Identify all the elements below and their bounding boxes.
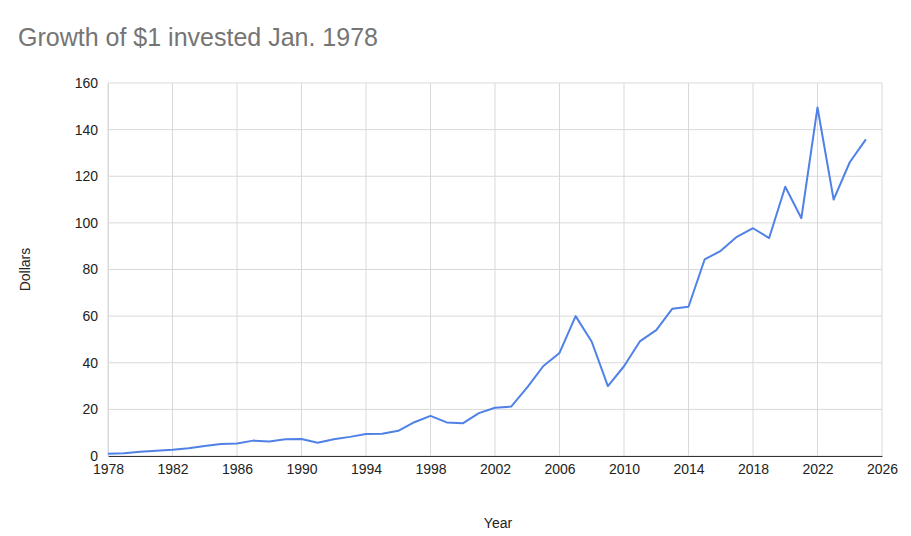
grid-line-x (688, 83, 689, 456)
x-tick: 1990 (286, 456, 317, 477)
x-tick-label: 2006 (544, 461, 575, 477)
y-tick-label: 120 (75, 168, 99, 184)
grid-line-x (430, 83, 431, 456)
grid-line-x (172, 83, 173, 456)
y-tick: 120 (75, 168, 108, 184)
grid-line-x (108, 83, 109, 456)
grid-line-x (366, 83, 367, 456)
x-tick-label: 1998 (415, 461, 446, 477)
y-tick-label: 40 (82, 355, 98, 371)
y-tick-label: 100 (75, 215, 99, 231)
x-tick: 1998 (415, 456, 446, 477)
x-tick-label: 1994 (351, 461, 382, 477)
y-tick-label: 140 (75, 122, 99, 138)
x-tick-label: 1986 (222, 461, 253, 477)
x-tick-label: 2022 (802, 461, 833, 477)
x-tick: 2022 (802, 456, 833, 477)
x-axis: 1978198219861990199419982002200620102014… (93, 456, 898, 477)
y-tick: 60 (82, 308, 108, 324)
y-axis-line (108, 84, 109, 457)
y-tick: 160 (75, 75, 108, 91)
x-tick-label: 2026 (867, 461, 898, 477)
x-tick: 1982 (157, 456, 188, 477)
y-tick: 140 (75, 122, 108, 138)
y-tick: 100 (75, 215, 108, 231)
x-tick: 2002 (480, 456, 511, 477)
x-tick-label: 2010 (609, 461, 640, 477)
x-tick-label: 2014 (673, 461, 704, 477)
x-tick: 2014 (673, 456, 704, 477)
chart: 1978198219861990199419982002200620102014… (0, 0, 911, 536)
grid-line-x (301, 83, 302, 456)
y-tick-label: 80 (82, 261, 98, 277)
y-tick: 0 (90, 448, 108, 464)
y-tick: 20 (82, 401, 108, 417)
x-tick: 2010 (609, 456, 640, 477)
x-tick-label: 1990 (286, 461, 317, 477)
y-axis-title: Dollars (17, 248, 33, 292)
x-axis-title: Year (484, 515, 513, 531)
x-tick: 2006 (544, 456, 575, 477)
y-tick-label: 60 (82, 308, 98, 324)
y-tick-label: 160 (75, 75, 99, 91)
plot-area (108, 107, 866, 453)
x-tick: 2018 (738, 456, 769, 477)
x-tick-label: 1982 (157, 461, 188, 477)
grid-line-x (559, 83, 560, 456)
grid-line-x (817, 83, 818, 456)
x-tick-label: 2018 (738, 461, 769, 477)
x-tick: 1994 (351, 456, 382, 477)
y-tick: 40 (82, 355, 108, 371)
grid (108, 83, 882, 456)
x-tick: 1986 (222, 456, 253, 477)
line (108, 107, 866, 453)
grid-line-x (237, 83, 238, 456)
x-tick-label: 2002 (480, 461, 511, 477)
y-tick: 80 (82, 261, 108, 277)
grid-line-x (882, 83, 883, 456)
grid-line-x (753, 83, 754, 456)
grid-line-x (495, 83, 496, 456)
y-tick-label: 20 (82, 401, 98, 417)
x-axis-line (109, 456, 883, 457)
title: Growth of $1 invested Jan. 1978 (18, 23, 378, 51)
y-axis: 0 20 40 60 80 100 120 140 160 (75, 75, 109, 464)
y-tick-label: 0 (90, 448, 98, 464)
x-tick: 2026 (867, 456, 898, 477)
grid-line-x (624, 83, 625, 456)
